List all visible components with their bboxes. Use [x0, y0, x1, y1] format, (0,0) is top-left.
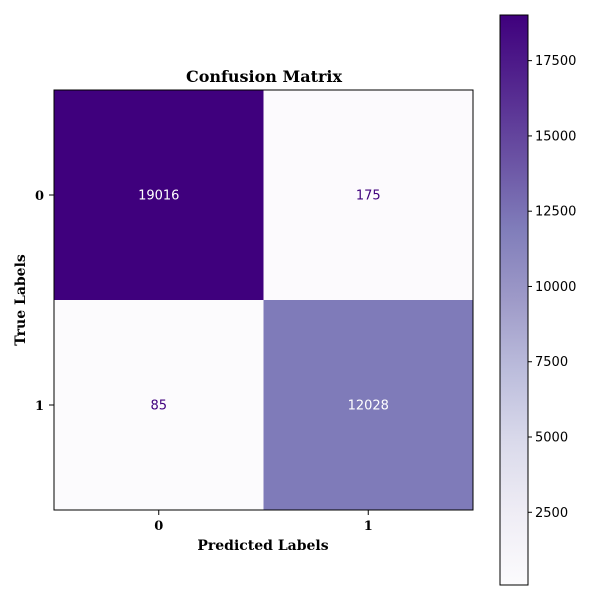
matrix-cell — [54, 300, 264, 510]
colorbar-tick-label: 12500 — [535, 205, 576, 220]
x-tick-label: 0 — [154, 519, 163, 534]
colorbar-tick-label: 15000 — [535, 129, 576, 144]
cell-value-label: 19016 — [138, 189, 179, 204]
cell-value-label: 85 — [150, 399, 167, 414]
colorbar-ticks: 2500 5000 7500 10000 12500 15000 17500 — [528, 54, 576, 521]
y-tick-label: 1 — [35, 399, 44, 414]
y-tick-label: 0 — [35, 189, 44, 204]
matrix-cell — [263, 300, 473, 510]
colorbar-tick-label: 2500 — [535, 506, 568, 521]
chart-title: Confusion Matrix — [186, 67, 342, 86]
colorbar — [499, 14, 529, 586]
colorbar-tick-label: 7500 — [535, 355, 568, 370]
matrix-cells: 19016 175 85 12028 — [54, 90, 473, 510]
matrix-cell — [263, 90, 473, 300]
x-tick-label: 1 — [364, 519, 373, 534]
plot-frame — [53, 89, 474, 511]
x-axis-label: Predicted Labels — [197, 538, 328, 554]
colorbar-tick-label: 5000 — [535, 431, 568, 446]
cell-value-label: 12028 — [348, 399, 389, 414]
colorbar-tick-label: 17500 — [535, 54, 576, 69]
cell-value-label: 175 — [356, 189, 381, 204]
colorbar-tick-label: 10000 — [535, 280, 576, 295]
y-axis-label: True Labels — [13, 254, 29, 346]
matrix-cell — [54, 90, 264, 300]
y-axis-ticks: 01 — [35, 189, 54, 414]
